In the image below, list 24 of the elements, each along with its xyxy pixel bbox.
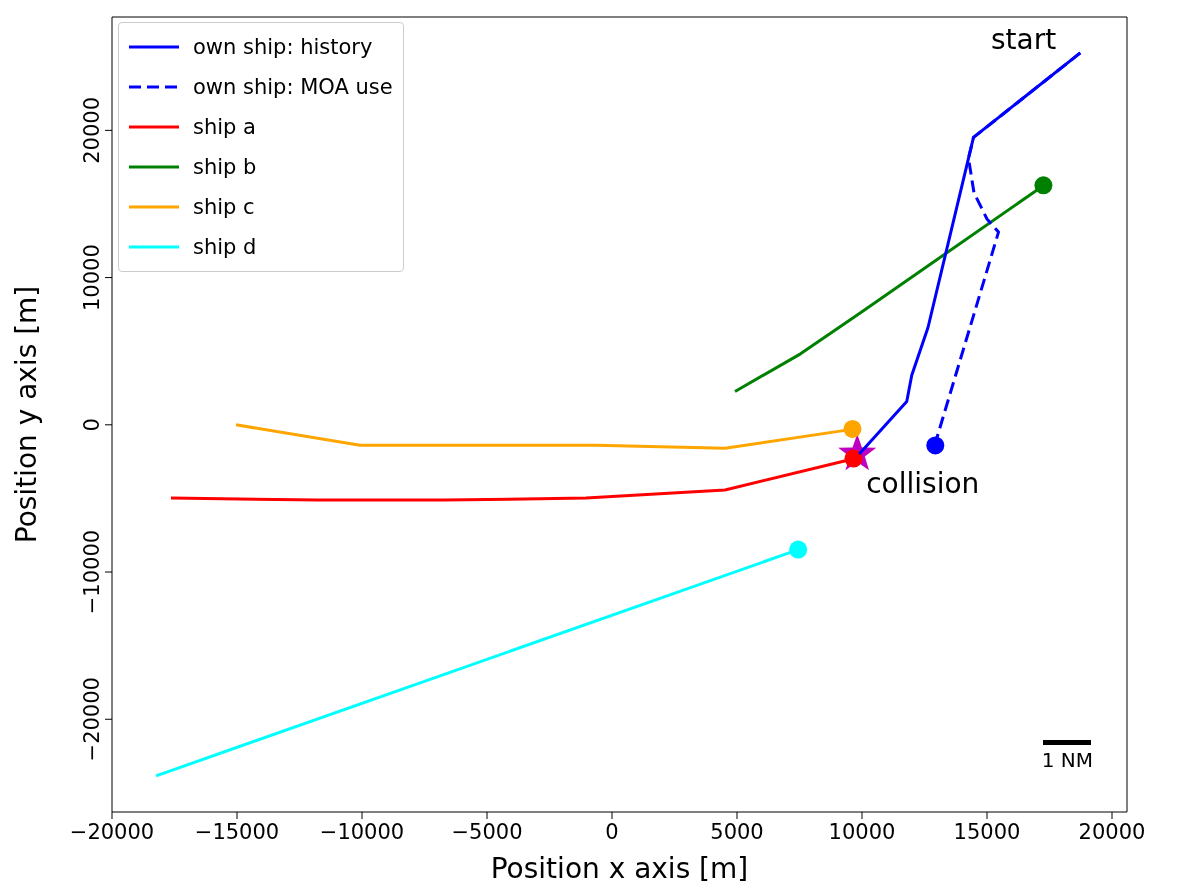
y-tick-label: −10000 [80,529,104,615]
x-tick-label: −10000 [319,820,405,844]
x-tick-label: 15000 [953,820,1021,844]
x-tick-label: −5000 [451,820,523,844]
legend-label: ship c [193,195,255,219]
y-tick-label: 10000 [80,244,104,311]
annotation: collision [866,466,980,500]
annotation: 1 NM [1041,748,1093,772]
x-tick-label: 5000 [710,820,764,844]
y-tick-label: 0 [80,418,104,432]
legend-label: ship d [193,235,257,259]
legend-label: ship b [193,155,257,179]
legend-label: own ship: MOA use [193,75,393,99]
legend-label: ship a [193,115,256,139]
y-axis-title: Position y axis [m] [9,285,43,544]
legend-label: own ship: history [193,35,373,59]
x-tick-label: 20000 [1078,820,1146,844]
x-axis-title: Position x axis [m] [490,852,749,885]
y-tick-label: 20000 [80,96,104,164]
x-tick-label: −15000 [194,820,280,844]
x-tick-label: 10000 [828,820,896,844]
annotation: start [991,22,1057,56]
x-tick-label: 0 [605,820,619,844]
y-tick-label: −20000 [80,677,104,762]
